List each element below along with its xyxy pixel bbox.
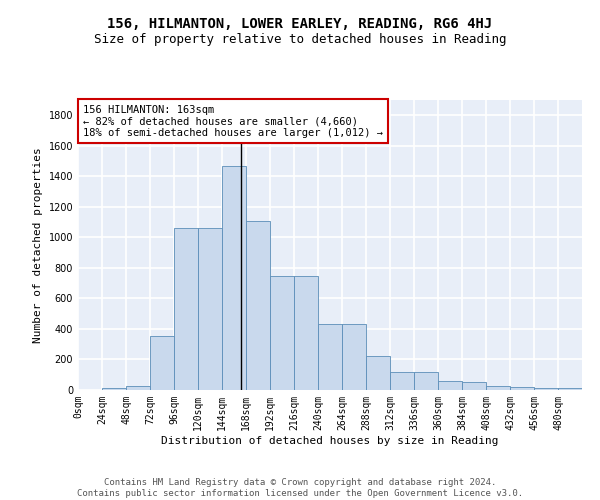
Text: 156 HILMANTON: 163sqm
← 82% of detached houses are smaller (4,660)
18% of semi-d: 156 HILMANTON: 163sqm ← 82% of detached … xyxy=(83,104,383,138)
Bar xyxy=(174,228,198,390)
Bar xyxy=(438,381,462,390)
Bar xyxy=(222,166,246,390)
Bar xyxy=(198,228,222,390)
Bar xyxy=(126,386,150,390)
Text: 156, HILMANTON, LOWER EARLEY, READING, RG6 4HJ: 156, HILMANTON, LOWER EARLEY, READING, R… xyxy=(107,18,493,32)
Bar xyxy=(558,388,582,390)
Bar xyxy=(462,382,486,390)
Bar xyxy=(246,220,270,390)
Bar xyxy=(102,388,126,390)
Text: Size of property relative to detached houses in Reading: Size of property relative to detached ho… xyxy=(94,32,506,46)
Bar xyxy=(342,324,366,390)
Bar xyxy=(414,372,438,390)
Bar xyxy=(294,276,318,390)
Bar xyxy=(534,388,558,390)
X-axis label: Distribution of detached houses by size in Reading: Distribution of detached houses by size … xyxy=(161,436,499,446)
Bar xyxy=(486,386,510,390)
Bar xyxy=(366,356,390,390)
Y-axis label: Number of detached properties: Number of detached properties xyxy=(33,147,43,343)
Bar xyxy=(270,276,294,390)
Bar xyxy=(318,324,342,390)
Bar xyxy=(510,388,534,390)
Text: Contains HM Land Registry data © Crown copyright and database right 2024.
Contai: Contains HM Land Registry data © Crown c… xyxy=(77,478,523,498)
Bar xyxy=(150,336,174,390)
Bar xyxy=(390,372,414,390)
